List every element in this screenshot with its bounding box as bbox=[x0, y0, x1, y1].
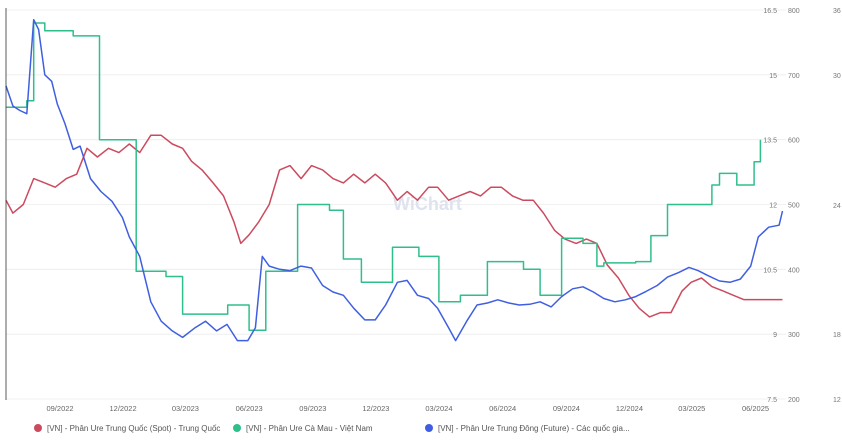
x-tick-label: 12/2023 bbox=[362, 404, 389, 413]
y-left-tick-label: 9 bbox=[773, 332, 777, 339]
chart-watermark: WiChart bbox=[393, 194, 462, 214]
series-line-2 bbox=[5, 18, 784, 342]
legend: [VN] - Phân Ure Trung Quốc (Spot) - Trun… bbox=[0, 421, 842, 439]
y-left-tick-label: 10.5 bbox=[763, 267, 777, 274]
x-tick-label: 06/2025 bbox=[742, 404, 769, 413]
y-right2-tick-label: 18 bbox=[833, 332, 841, 339]
legend-label-ca-mau: [VN] - Phân Ure Cà Mau - Việt Nam bbox=[246, 424, 373, 433]
x-tick-label: 09/2022 bbox=[46, 404, 73, 413]
y-right-tick-label: 500 bbox=[788, 203, 800, 210]
y-right2-tick-label: 36 bbox=[833, 8, 841, 15]
x-tick-label: 06/2023 bbox=[236, 404, 263, 413]
series-layer bbox=[5, 18, 784, 342]
legend-dot-red bbox=[34, 424, 42, 432]
y-right-tick-label: 200 bbox=[788, 397, 800, 404]
x-tick-label: 12/2024 bbox=[616, 404, 643, 413]
y-left-tick-label: 16.5 bbox=[763, 8, 777, 15]
y-right-tick-label: 700 bbox=[788, 73, 800, 80]
y-axis-right: 200 300 400 500 600 700 800 bbox=[788, 8, 800, 404]
x-tick-label: 03/2023 bbox=[172, 404, 199, 413]
x-axis: 09/2022 12/2022 03/2023 06/2023 09/2023 12/20… bbox=[46, 404, 769, 413]
x-tick-label: 09/2024 bbox=[553, 404, 580, 413]
legend-dot-blue bbox=[425, 424, 433, 432]
legend-item-china-spot[interactable]: [VN] - Phân Ure Trung Quốc (Spot) - Trun… bbox=[34, 424, 220, 433]
legend-label-middle-east-future: [VN] - Phân Ure Trung Đông (Future) - Cá… bbox=[438, 424, 630, 433]
x-tick-label: 09/2023 bbox=[299, 404, 326, 413]
y-right2-tick-label: 12 bbox=[833, 397, 841, 404]
y-right-tick-label: 400 bbox=[788, 267, 800, 274]
y-right-tick-label: 800 bbox=[788, 8, 800, 15]
y-axis-right-secondary: 12 18 24 30 36 bbox=[833, 8, 841, 404]
y-right2-tick-label: 24 bbox=[833, 203, 841, 210]
y-left-tick-label: 12 bbox=[769, 203, 777, 210]
series-line-0 bbox=[5, 134, 783, 318]
y-left-tick-label: 7.5 bbox=[767, 397, 777, 404]
x-tick-label: 03/2024 bbox=[425, 404, 452, 413]
x-tick-label: 06/2024 bbox=[489, 404, 516, 413]
x-tick-label: 03/2025 bbox=[678, 404, 705, 413]
y-right-tick-label: 600 bbox=[788, 138, 800, 145]
x-tick-label: 12/2022 bbox=[110, 404, 137, 413]
y-right-tick-label: 300 bbox=[788, 332, 800, 339]
y-left-tick-label: 15 bbox=[769, 73, 777, 80]
y-right2-tick-label: 30 bbox=[833, 73, 841, 80]
y-axis-left: 7.5 9 10.5 12 13.5 15 16.5 bbox=[763, 8, 777, 404]
legend-label-china-spot: [VN] - Phân Ure Trung Quốc (Spot) - Trun… bbox=[47, 424, 221, 433]
y-left-tick-label: 13.5 bbox=[763, 138, 777, 145]
legend-dot-green bbox=[233, 424, 241, 432]
legend-item-middle-east-future[interactable]: [VN] - Phân Ure Trung Đông (Future) - Cá… bbox=[425, 424, 630, 433]
series-line-1 bbox=[6, 22, 762, 332]
legend-item-ca-mau[interactable]: [VN] - Phân Ure Cà Mau - Việt Nam bbox=[233, 424, 373, 433]
